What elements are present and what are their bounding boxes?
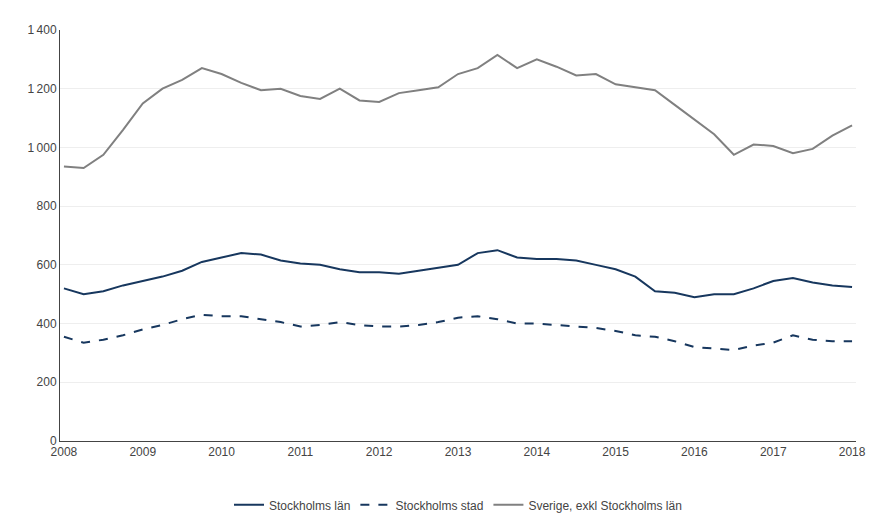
svg-text:Sverige, exkl Stockholms län: Sverige, exkl Stockholms län [528,499,681,513]
svg-text:1 400: 1 400 [27,23,56,37]
svg-text:2015: 2015 [602,445,629,459]
svg-text:2016: 2016 [681,445,708,459]
svg-text:Stockholms län: Stockholms län [269,499,350,513]
svg-text:2018: 2018 [839,445,866,459]
svg-text:Stockholms stad: Stockholms stad [395,499,483,513]
svg-text:0: 0 [50,434,57,448]
svg-text:800: 800 [37,199,57,213]
svg-text:600: 600 [37,258,57,272]
svg-text:400: 400 [37,317,57,331]
svg-text:2013: 2013 [445,445,472,459]
svg-text:2012: 2012 [366,445,393,459]
svg-text:200: 200 [37,375,57,389]
svg-text:1 200: 1 200 [27,82,56,96]
svg-text:2008: 2008 [51,445,78,459]
svg-text:2009: 2009 [129,445,156,459]
svg-text:2011: 2011 [287,445,313,459]
svg-text:1 000: 1 000 [27,141,56,155]
svg-text:2014: 2014 [523,445,550,459]
svg-text:2010: 2010 [208,445,235,459]
svg-text:2017: 2017 [760,445,787,459]
